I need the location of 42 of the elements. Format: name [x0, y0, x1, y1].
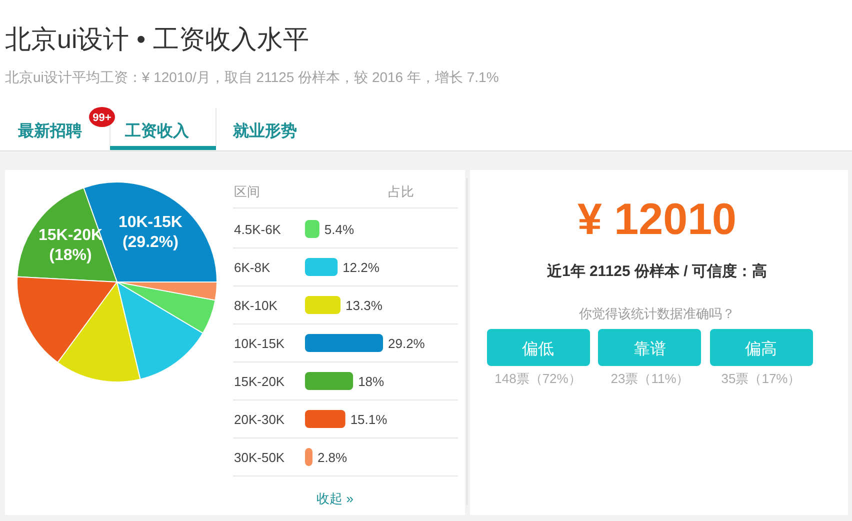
text: 近1年 21125 份样本 / 可信度：高: [546, 262, 768, 280]
data-label: 5.4%: [324, 222, 354, 237]
text: 靠谱: [634, 340, 666, 358]
chart-title: 北京ui设计 • 工资收入水平: [5, 24, 309, 54]
data-label: 29.2%: [388, 336, 426, 351]
bar: [305, 296, 341, 314]
bar: [305, 258, 338, 276]
text: 就业形势: [232, 122, 297, 140]
bar: [305, 410, 346, 428]
data-label: 13.3%: [346, 298, 383, 313]
data-label: 18%: [358, 374, 385, 389]
x-axis-title: 占比: [388, 184, 414, 199]
text: 北京ui设计平均工资：¥ 12010/月，取自 21125 份样本，较 2016 年，增长 7.1%: [5, 69, 499, 85]
y-tick-label: 30K-50K: [234, 450, 285, 465]
bar: [305, 334, 383, 352]
data-label: (18%): [49, 247, 92, 264]
y-tick-label: 10K-15K: [234, 336, 285, 351]
data-label: 2.8%: [317, 450, 348, 465]
text: 最新招聘: [17, 122, 82, 140]
text: 99+: [92, 112, 112, 124]
text: 偏高: [745, 340, 777, 358]
bar: [305, 372, 354, 390]
text: 148票（72%）: [494, 371, 582, 386]
bar: [305, 448, 312, 466]
text: 35票（17%）: [721, 371, 801, 386]
slice-label: 10K-15K: [118, 214, 183, 231]
data-label: 15.1%: [350, 412, 388, 427]
y-tick-label: 6K-8K: [234, 260, 270, 275]
y-tick-label: 8K-10K: [234, 298, 278, 313]
text: ¥ 12010: [577, 195, 737, 244]
text: 工资收入: [124, 122, 190, 140]
y-tick-label: 15K-20K: [234, 374, 285, 389]
text: 你觉得该统计数据准确吗？: [578, 306, 735, 321]
y-axis-title: 区间: [234, 184, 260, 199]
data-label: (29.2%): [122, 234, 178, 251]
bar: [305, 220, 320, 238]
text: 收起 »: [316, 491, 354, 506]
y-tick-label: 4.5K-6K: [234, 222, 282, 237]
text: 偏低: [522, 340, 554, 358]
y-tick-label: 20K-30K: [234, 412, 285, 427]
text: 23票（11%）: [610, 371, 690, 386]
data-label: 12.2%: [342, 260, 380, 275]
